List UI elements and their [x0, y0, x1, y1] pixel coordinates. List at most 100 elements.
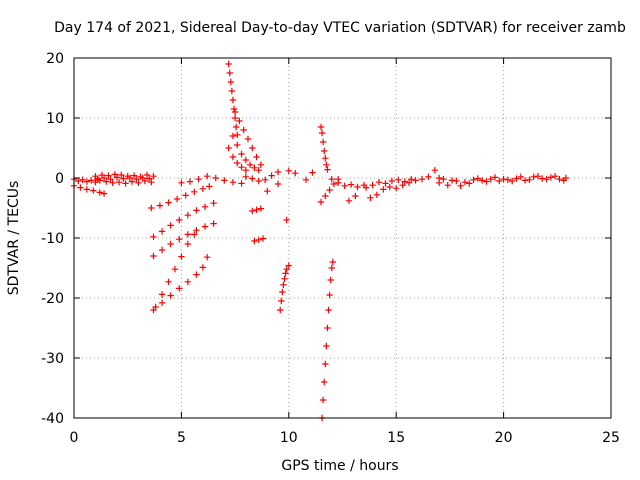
- data-point: [120, 175, 127, 182]
- data-point: [115, 179, 123, 186]
- y-axis-label: SDTVAR / TECUs: [6, 181, 22, 296]
- data-point: [547, 174, 555, 181]
- data-point: [229, 132, 237, 140]
- data-point: [139, 174, 146, 182]
- data-point: [257, 161, 265, 168]
- data-point: [150, 233, 157, 240]
- data-point: [203, 254, 211, 261]
- data-point: [122, 180, 129, 187]
- y-tick-label: -10: [41, 231, 64, 247]
- data-point: [167, 292, 174, 299]
- data-point: [478, 177, 486, 184]
- data-point: [100, 190, 108, 197]
- data-point: [264, 188, 271, 195]
- series-band-13.5-17: [367, 167, 443, 201]
- data-point: [203, 173, 211, 180]
- data-point: [251, 237, 258, 245]
- data-point: [341, 182, 348, 189]
- data-point: [302, 176, 310, 183]
- data-point: [128, 178, 136, 185]
- data-point: [212, 174, 219, 182]
- data-point: [238, 164, 245, 171]
- y-tick-label: 20: [46, 51, 64, 67]
- data-point: [221, 177, 228, 184]
- data-point: [193, 271, 200, 278]
- data-point: [330, 180, 338, 188]
- data-point: [184, 278, 192, 285]
- data-point: [176, 216, 183, 224]
- series-arc-4-6.5-mid: [150, 220, 217, 260]
- data-point: [253, 206, 260, 213]
- data-point: [96, 189, 103, 196]
- data-point: [362, 184, 370, 191]
- data-point: [373, 191, 381, 198]
- data-point: [328, 264, 335, 272]
- data-point: [178, 253, 185, 260]
- series-spike-7.3: [225, 60, 241, 138]
- data-point: [191, 231, 198, 238]
- data-point: [109, 179, 116, 186]
- data-point: [418, 176, 426, 183]
- data-point: [408, 176, 415, 183]
- data-point: [281, 275, 288, 282]
- data-point: [323, 342, 330, 350]
- data-point: [229, 179, 237, 186]
- data-point: [255, 236, 262, 243]
- data-point: [234, 131, 241, 138]
- data-point: [182, 192, 189, 199]
- data-point: [328, 176, 335, 183]
- data-point: [225, 60, 232, 68]
- data-point: [513, 175, 520, 182]
- data-point: [345, 197, 353, 204]
- data-point: [90, 187, 97, 194]
- series-band-17-23: [435, 173, 570, 189]
- data-point: [255, 167, 262, 174]
- data-points: [70, 60, 570, 422]
- data-point: [229, 96, 237, 104]
- data-point: [195, 176, 202, 183]
- data-point: [225, 144, 232, 152]
- data-point: [249, 175, 256, 182]
- data-point: [148, 204, 155, 212]
- data-point: [448, 177, 456, 184]
- data-point: [152, 303, 159, 311]
- series-band-13.5-17-low: [362, 176, 415, 191]
- data-point: [470, 176, 477, 183]
- data-point: [158, 228, 166, 235]
- data-point: [173, 195, 181, 203]
- data-point: [240, 126, 247, 134]
- data-point: [431, 167, 439, 174]
- data-point: [255, 177, 262, 185]
- data-point: [278, 297, 285, 305]
- data-point: [176, 236, 183, 243]
- data-point: [268, 172, 275, 179]
- y-tick-label: 0: [55, 171, 64, 187]
- data-point: [277, 306, 284, 314]
- data-point: [210, 200, 217, 207]
- data-point: [534, 173, 542, 180]
- data-point: [184, 231, 192, 238]
- data-point: [274, 180, 282, 188]
- x-tick-label: 0: [70, 430, 79, 446]
- data-point: [184, 212, 192, 219]
- data-point: [199, 264, 207, 271]
- data-point: [167, 240, 174, 248]
- data-point: [323, 161, 330, 168]
- data-point: [242, 173, 250, 180]
- data-point: [193, 207, 200, 214]
- series-dip-0-1.5: [70, 182, 108, 197]
- data-point: [77, 184, 84, 191]
- data-point: [401, 178, 408, 185]
- series-fan-7.2-8: [225, 144, 250, 174]
- data-point: [150, 173, 157, 180]
- data-point: [335, 179, 342, 186]
- grid: [74, 58, 611, 418]
- data-point: [327, 276, 334, 284]
- data-point: [130, 172, 138, 179]
- data-point: [143, 171, 151, 179]
- data-point: [285, 262, 292, 269]
- data-point: [156, 202, 164, 209]
- data-point: [283, 216, 290, 224]
- data-point: [274, 168, 282, 176]
- data-point: [496, 177, 503, 185]
